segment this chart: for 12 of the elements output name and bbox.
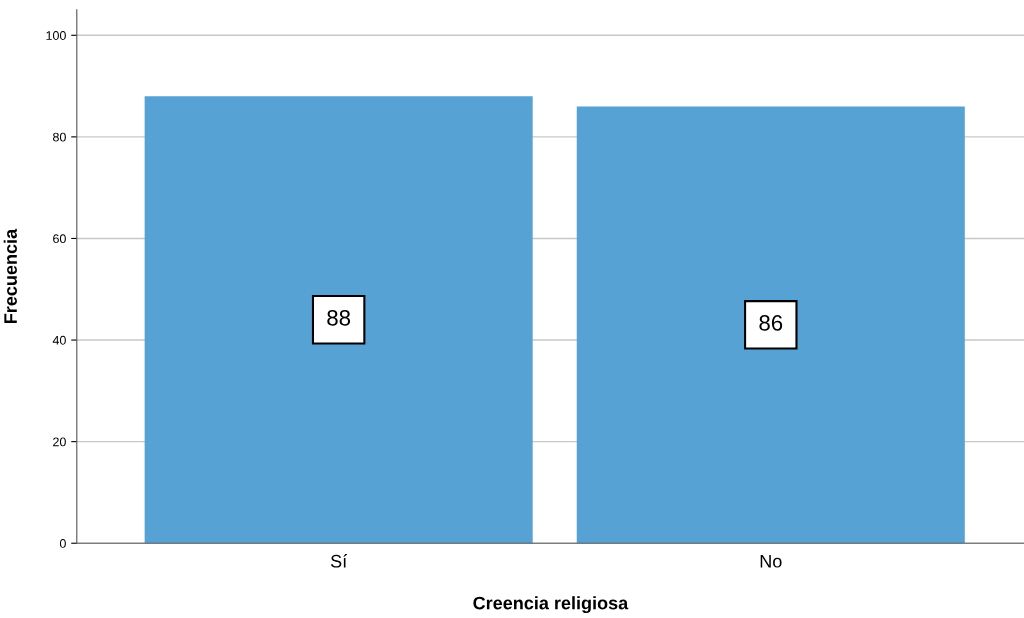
x-tick-label: No [760,555,782,568]
y-tick-label: 0 [59,539,66,548]
data-label: 88 [327,309,351,326]
y-tick-label: 20 [53,437,66,447]
x-tick-label: Sí [330,554,348,568]
data-label: 86 [759,315,783,331]
y-axis-title: Frecuencia [3,228,17,324]
y-tick-label: 60 [53,234,66,244]
y-tick-label: 40 [52,335,66,345]
y-tick-label: 100 [46,31,66,40]
y-tick-label: 80 [53,132,66,142]
x-axis-title: Creencia religiosa [473,596,629,614]
